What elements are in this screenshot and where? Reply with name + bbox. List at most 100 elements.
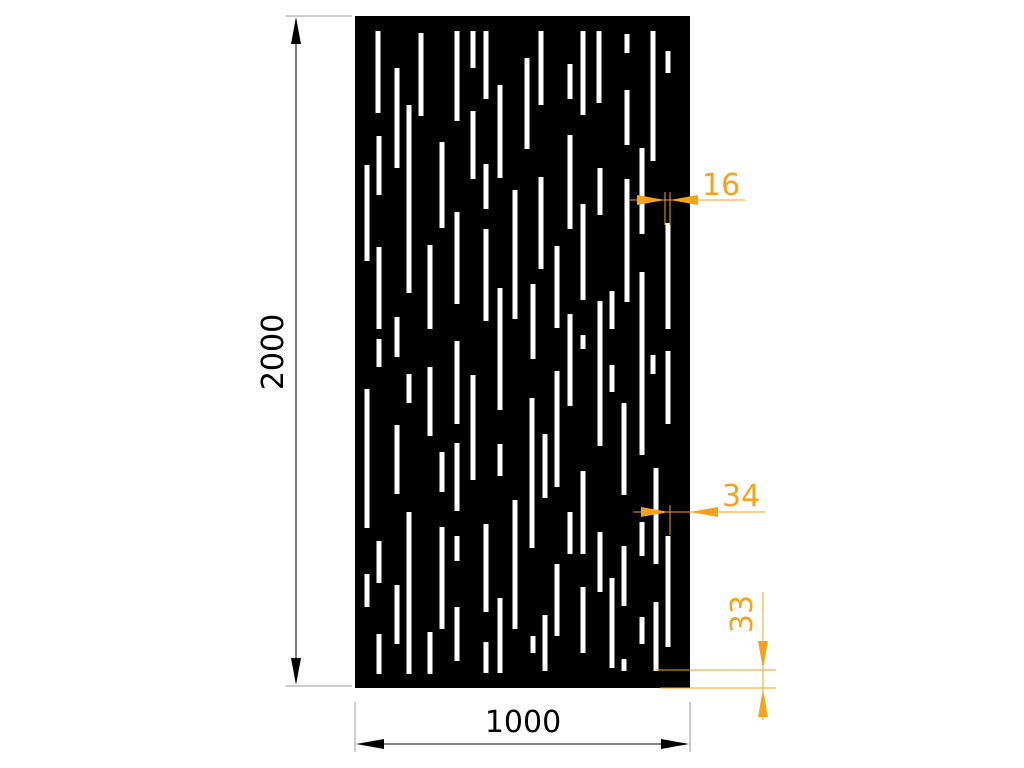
slot — [418, 33, 424, 116]
slot — [639, 522, 645, 556]
slot — [650, 31, 656, 161]
slot — [624, 90, 630, 145]
arrow-right-icon — [641, 507, 669, 517]
slot — [394, 585, 400, 644]
slot — [596, 31, 602, 103]
slot — [439, 452, 445, 492]
slot — [621, 546, 627, 606]
slot — [439, 527, 445, 629]
slot — [470, 375, 476, 480]
slot — [554, 371, 560, 487]
slot — [597, 532, 603, 592]
slot — [609, 578, 615, 668]
slot — [653, 468, 659, 564]
width-label: 1000 — [485, 705, 561, 740]
arrow-left-icon — [670, 195, 698, 205]
arrow-down-icon — [291, 658, 301, 685]
edge-margin-label: 34 — [722, 479, 760, 514]
arrow-down-icon — [758, 641, 768, 669]
slot — [376, 541, 382, 583]
arrow-up-icon — [291, 17, 301, 44]
slot — [427, 367, 433, 436]
arrow-right-icon — [637, 195, 665, 205]
slot — [497, 85, 503, 178]
slot — [376, 339, 382, 367]
slot — [665, 351, 671, 424]
slot — [639, 148, 645, 234]
slot — [580, 204, 586, 300]
slot — [580, 31, 586, 115]
slot — [665, 51, 671, 73]
slot — [454, 31, 460, 121]
slot — [427, 632, 433, 674]
slot — [394, 68, 400, 168]
slot — [609, 291, 615, 329]
slot — [653, 602, 659, 671]
slot — [665, 223, 671, 329]
slot — [483, 642, 489, 673]
width-dimension — [354, 702, 691, 752]
arrow-up-icon — [758, 689, 768, 717]
height-dimension — [286, 15, 352, 687]
slot — [454, 212, 460, 304]
bottom-margin-label: 33 — [725, 595, 760, 633]
slot — [364, 165, 370, 261]
slot — [497, 288, 503, 410]
slot — [439, 142, 445, 228]
arrow-right-icon — [661, 739, 689, 749]
slot — [483, 164, 489, 209]
slot — [470, 111, 476, 179]
slot — [512, 500, 518, 629]
slot — [376, 247, 382, 329]
slot — [512, 190, 518, 319]
slot-width-label: 16 — [702, 168, 740, 203]
slot — [542, 615, 548, 671]
slot — [483, 524, 489, 612]
slot — [454, 443, 460, 511]
slot — [542, 434, 548, 498]
slot — [376, 136, 382, 195]
slot — [639, 617, 645, 644]
slot — [497, 444, 503, 476]
slot — [375, 31, 381, 113]
slot — [406, 512, 412, 674]
slot — [597, 168, 603, 215]
slot — [394, 425, 400, 494]
slot — [580, 335, 586, 349]
slot — [567, 512, 573, 554]
arrow-left-icon — [690, 507, 718, 517]
slot — [580, 587, 586, 653]
slot — [454, 341, 460, 424]
slot — [376, 634, 382, 674]
height-label: 2000 — [256, 314, 291, 390]
slot — [530, 284, 536, 359]
slot — [497, 598, 503, 673]
slot — [406, 374, 412, 403]
slot — [609, 365, 615, 392]
slot — [470, 31, 476, 68]
slot — [621, 403, 627, 495]
slot — [454, 536, 460, 561]
slot-pattern — [364, 31, 671, 674]
slot — [454, 607, 460, 661]
slot — [529, 398, 535, 548]
slot — [624, 34, 630, 53]
slot — [394, 317, 400, 357]
slot — [483, 229, 489, 321]
slot — [538, 177, 544, 269]
slot — [567, 135, 573, 229]
slot — [364, 389, 370, 528]
slot — [530, 636, 536, 653]
arrow-left-icon — [356, 739, 384, 749]
slot — [567, 64, 573, 99]
slot — [597, 301, 603, 446]
slot — [538, 31, 544, 105]
slot — [624, 179, 630, 302]
slot — [639, 272, 645, 455]
slot — [621, 659, 627, 671]
slot — [427, 245, 433, 329]
slot — [580, 471, 586, 554]
slot — [554, 564, 560, 636]
slot — [483, 31, 489, 99]
